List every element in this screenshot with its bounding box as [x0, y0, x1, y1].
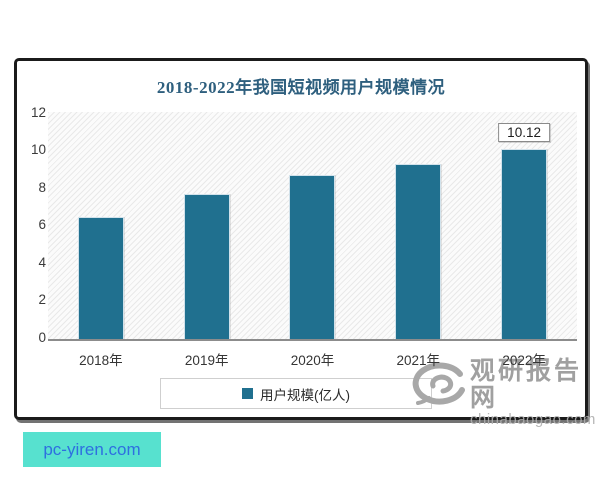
y-axis: 0 2 4 6 8 10 12	[19, 105, 46, 345]
bar-slot-2022年: 10.12	[471, 112, 577, 339]
bar-2019年	[183, 193, 230, 339]
chart-title: 2018-2022年我国短视频用户规模情况	[156, 78, 446, 97]
data-label-2022年: 10.12	[498, 123, 550, 143]
bar-slot-2018年	[48, 112, 154, 339]
y-tick-8: 8	[38, 179, 46, 195]
watermark-brand: 观研报告网	[470, 357, 583, 412]
legend: 用户规模(亿人)	[160, 378, 432, 409]
watermark-text: 观研报告网 chinabaogao.com	[470, 358, 596, 428]
plot-area: 10.12	[48, 112, 577, 341]
y-tick-10: 10	[30, 142, 46, 158]
y-tick-6: 6	[38, 217, 46, 233]
x-label-2018年: 2018年	[79, 353, 123, 368]
y-tick-4: 4	[38, 254, 46, 270]
bar-2020年	[289, 175, 336, 339]
watermark-swirl-icon	[412, 362, 465, 405]
x-label-2019年: 2019年	[184, 353, 229, 368]
y-tick-2: 2	[38, 292, 46, 308]
bar-slot-2020年	[260, 112, 366, 339]
site-badge-link[interactable]: pc-yiren.com	[23, 432, 161, 467]
bar-2021年	[395, 163, 442, 339]
x-label-2021年: 2021年	[396, 353, 441, 368]
bar-2018年	[77, 217, 124, 339]
legend-marker-icon	[242, 388, 253, 399]
y-tick-12: 12	[30, 104, 46, 120]
watermark-domain: chinabaogao.com	[470, 411, 596, 428]
chart-frame: 2018-2022年我国短视频用户规模情况 0 2 4 6 8 10 12 10.12 20…	[14, 58, 595, 428]
bar-slot-2019年	[154, 112, 260, 339]
x-label-2020年: 2020年	[290, 353, 335, 368]
watermark: 观研报告网 chinabaogao.com	[410, 358, 596, 428]
bar-2022年	[501, 149, 548, 339]
bar-slot-2021年	[365, 112, 471, 339]
x-axis: 2018年 2019年 2020年 2021年 2022年	[48, 349, 577, 369]
y-tick-0: 0	[38, 330, 46, 345]
x-label-2022年: 2022年	[502, 353, 546, 368]
legend-label: 用户规模(亿人)	[260, 387, 350, 403]
